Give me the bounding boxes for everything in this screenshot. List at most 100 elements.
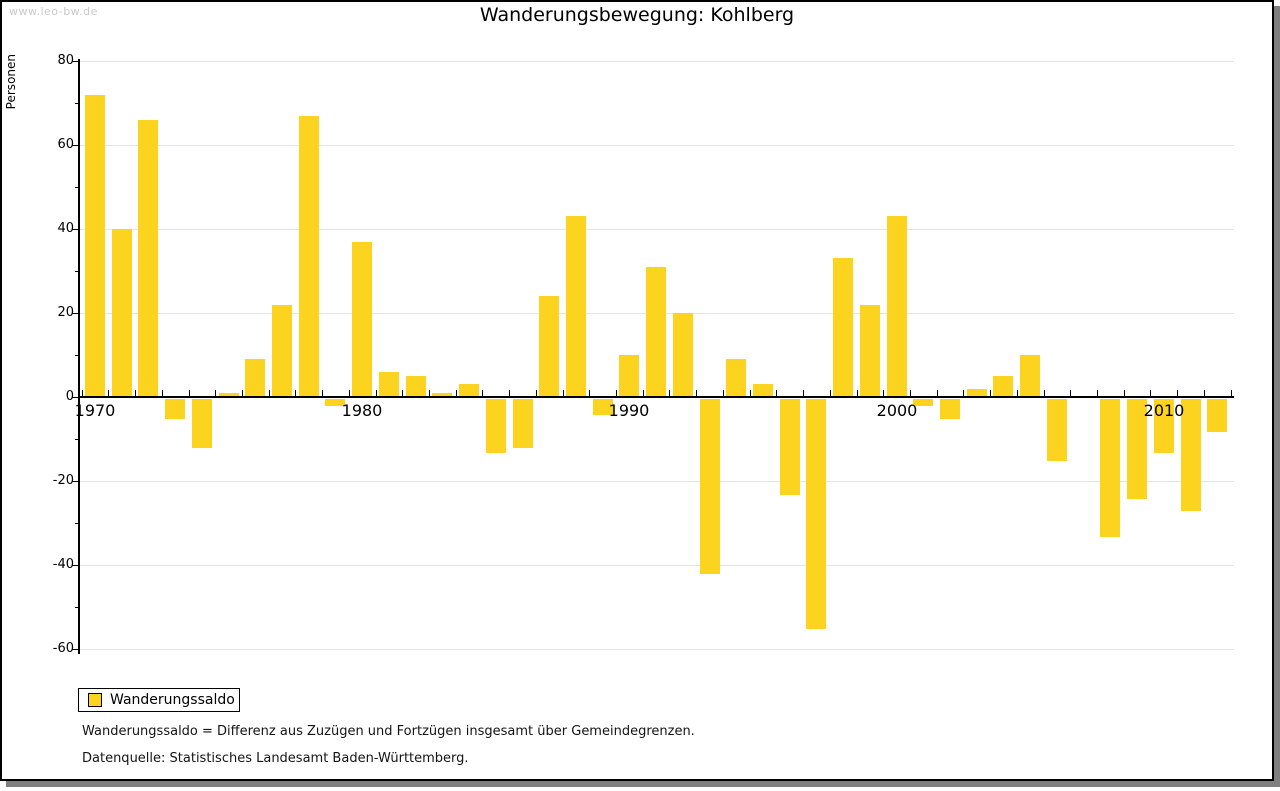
x-tick-36 — [1044, 390, 1045, 396]
gridline--20 — [80, 481, 1234, 482]
bar-1990 — [619, 355, 639, 396]
y-axis-label--20: -20 — [52, 473, 74, 488]
x-axis-label-1980: 1980 — [341, 401, 383, 420]
x-tick-5 — [215, 390, 216, 396]
bar-1985 — [486, 399, 506, 453]
y-tick-minor-50 — [75, 187, 78, 188]
x-tick-39 — [1124, 390, 1125, 396]
x-tick-42 — [1204, 390, 1205, 396]
x-tick-14 — [456, 390, 457, 396]
y-axis-line — [78, 59, 80, 654]
y-tick-minor-30 — [75, 271, 78, 272]
y-axis-label-40: 40 — [57, 221, 74, 236]
x-tick-34 — [990, 390, 991, 396]
y-tick-40 — [72, 229, 78, 230]
bar-2003 — [967, 389, 987, 396]
x-tick-29 — [857, 390, 858, 396]
x-tick-13 — [429, 390, 430, 396]
x-tick-6 — [242, 390, 243, 396]
x-tick-27 — [803, 390, 804, 396]
bar-1991 — [646, 267, 666, 396]
bar-1970 — [85, 95, 105, 396]
x-tick-3 — [162, 390, 163, 396]
bar-1995 — [753, 384, 773, 396]
bar-1984 — [459, 384, 479, 396]
bar-1973 — [165, 399, 185, 419]
x-tick-20 — [616, 390, 617, 396]
y-axis-label--40: -40 — [52, 557, 74, 572]
x-tick-16 — [509, 390, 510, 396]
bar-2002 — [940, 399, 960, 419]
y-tick-minor--50 — [75, 607, 78, 608]
bar-1992 — [673, 313, 693, 396]
x-tick-21 — [643, 390, 644, 396]
x-tick-19 — [589, 390, 590, 396]
bar-1997 — [806, 399, 826, 629]
gridline-80 — [80, 61, 1234, 62]
bar-1998 — [833, 258, 853, 396]
gridline-60 — [80, 145, 1234, 146]
bar-1988 — [566, 216, 586, 396]
x-tick-11 — [376, 390, 377, 396]
y-tick--60 — [72, 649, 78, 650]
bar-1986 — [513, 399, 533, 448]
x-tick-7 — [269, 390, 270, 396]
bar-1993 — [700, 399, 720, 574]
y-tick--20 — [72, 481, 78, 482]
y-axis-label-60: 60 — [57, 137, 74, 152]
gridline-40 — [80, 229, 1234, 230]
legend-box: Wanderungssaldo — [78, 688, 240, 712]
bar-1989 — [593, 399, 613, 415]
x-tick-33 — [963, 390, 964, 396]
x-tick-22 — [669, 390, 670, 396]
bar-1972 — [138, 120, 158, 396]
y-axis-label--60: -60 — [52, 641, 74, 656]
x-tick-4 — [189, 390, 190, 396]
x-tick-12 — [402, 390, 403, 396]
x-tick-25 — [750, 390, 751, 396]
bar-2006 — [1047, 399, 1067, 461]
bar-2011 — [1181, 399, 1201, 511]
y-tick-minor--30 — [75, 523, 78, 524]
bar-2009 — [1127, 399, 1147, 499]
bar-1999 — [860, 305, 880, 396]
bar-2012 — [1207, 399, 1227, 432]
bar-1996 — [780, 399, 800, 495]
x-tick-9 — [322, 390, 323, 396]
y-tick--40 — [72, 565, 78, 566]
x-axis-line — [78, 396, 1234, 398]
bar-1974 — [192, 399, 212, 448]
bar-1975 — [219, 393, 239, 396]
bar-2008 — [1100, 399, 1120, 537]
x-axis-label-1990: 1990 — [608, 401, 650, 420]
footnote-definition: Wanderungssaldo = Differenz aus Zuzügen … — [82, 724, 695, 739]
x-tick-37 — [1070, 390, 1071, 396]
y-tick-minor--10 — [75, 439, 78, 440]
bar-1981 — [379, 372, 399, 396]
y-tick-minor-70 — [75, 103, 78, 104]
x-tick-24 — [723, 390, 724, 396]
x-tick-40 — [1150, 390, 1151, 396]
bar-1980 — [352, 242, 372, 396]
x-tick-41 — [1177, 390, 1178, 396]
y-axis-label-20: 20 — [57, 305, 74, 320]
x-axis-label-1970: 1970 — [74, 401, 116, 420]
x-tick-32 — [937, 390, 938, 396]
bar-2005 — [1020, 355, 1040, 396]
x-tick-43 — [1231, 390, 1232, 396]
chart-title: Wanderungsbewegung: Kohlberg — [479, 4, 795, 26]
x-tick-8 — [295, 390, 296, 396]
y-axis-label-80: 80 — [57, 53, 74, 68]
x-tick-17 — [536, 390, 537, 396]
legend-label: Wanderungssaldo — [110, 692, 235, 708]
bar-1979 — [325, 399, 345, 406]
bar-1977 — [272, 305, 292, 396]
bar-1971 — [112, 229, 132, 396]
gridline--40 — [80, 565, 1234, 566]
footnote-source: Datenquelle: Statistisches Landesamt Bad… — [82, 751, 469, 766]
bar-1994 — [726, 359, 746, 396]
x-tick-30 — [883, 390, 884, 396]
bar-1978 — [299, 116, 319, 396]
bar-2010 — [1154, 399, 1174, 453]
bar-1987 — [539, 296, 559, 396]
